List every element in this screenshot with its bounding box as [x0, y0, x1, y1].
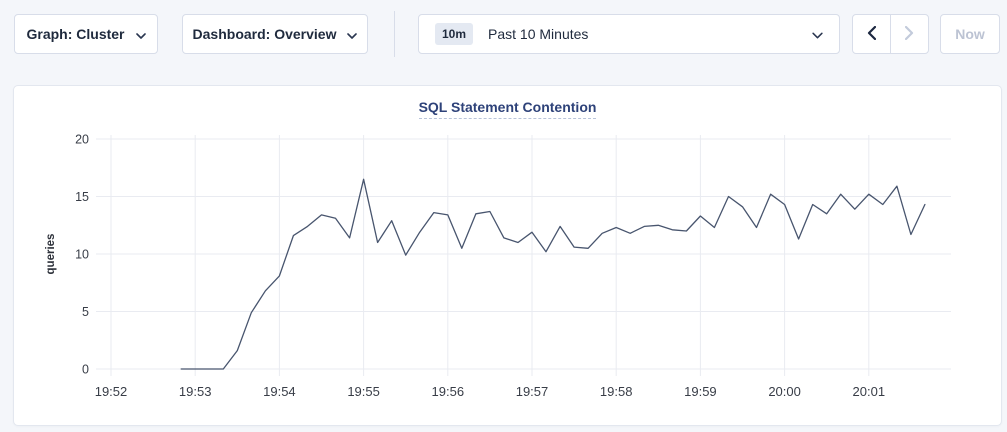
x-tick-label: 19:58 — [600, 384, 633, 399]
dashboard-dropdown[interactable]: Dashboard: Overview — [182, 14, 368, 54]
chevron-right-icon — [904, 25, 914, 43]
graph-dropdown-label: Graph: Cluster — [26, 26, 125, 42]
time-step-back-button[interactable] — [853, 15, 891, 53]
y-tick-label: 15 — [75, 190, 89, 204]
x-tick-label: 19:59 — [684, 384, 717, 399]
x-tick-label: 20:01 — [853, 384, 886, 399]
time-step-button-group — [852, 14, 929, 54]
x-tick-label: 20:00 — [768, 384, 801, 399]
chevron-down-icon — [347, 26, 358, 42]
y-tick-label: 20 — [75, 133, 89, 147]
time-range-picker[interactable]: 10m Past 10 Minutes — [418, 14, 840, 54]
time-range-label: Past 10 Minutes — [488, 26, 589, 42]
sql-contention-chart: 0 5 10 15 20 19:52 19:53 19:54 19:55 19:56 19:57 19… — [45, 133, 951, 399]
x-tick-label: 19:53 — [179, 384, 212, 399]
chevron-down-icon — [135, 26, 146, 42]
series-line-queries — [180, 178, 926, 370]
chevron-down-icon — [812, 26, 823, 42]
sql-contention-chart-panel: 0 5 10 15 20 19:52 19:53 19:54 19:55 19:56 19:57 19… — [13, 85, 1002, 426]
chart-title-row: SQL Statement Contention — [14, 99, 1001, 119]
time-range-badge: 10m — [435, 23, 474, 45]
x-tick-label: 19:54 — [263, 384, 296, 399]
dashboard-dropdown-label: Dashboard: Overview — [192, 26, 337, 42]
x-tick-label: 19:52 — [95, 384, 128, 399]
chevron-left-icon — [867, 25, 877, 43]
x-tick-label: 19:57 — [516, 384, 549, 399]
now-button[interactable]: Now — [940, 14, 1000, 54]
y-tick-label: 5 — [82, 305, 89, 319]
toolbar-divider — [394, 11, 395, 57]
time-step-forward-button[interactable] — [891, 15, 928, 53]
chart-title[interactable]: SQL Statement Contention — [418, 99, 597, 119]
x-tick-label: 19:56 — [432, 384, 465, 399]
graph-dropdown[interactable]: Graph: Cluster — [14, 14, 158, 54]
y-tick-label: 10 — [75, 248, 89, 262]
x-tick-label: 19:55 — [347, 384, 380, 399]
y-tick-label: 0 — [82, 363, 89, 377]
y-axis-label: queries — [45, 234, 57, 275]
now-button-label: Now — [955, 26, 985, 42]
